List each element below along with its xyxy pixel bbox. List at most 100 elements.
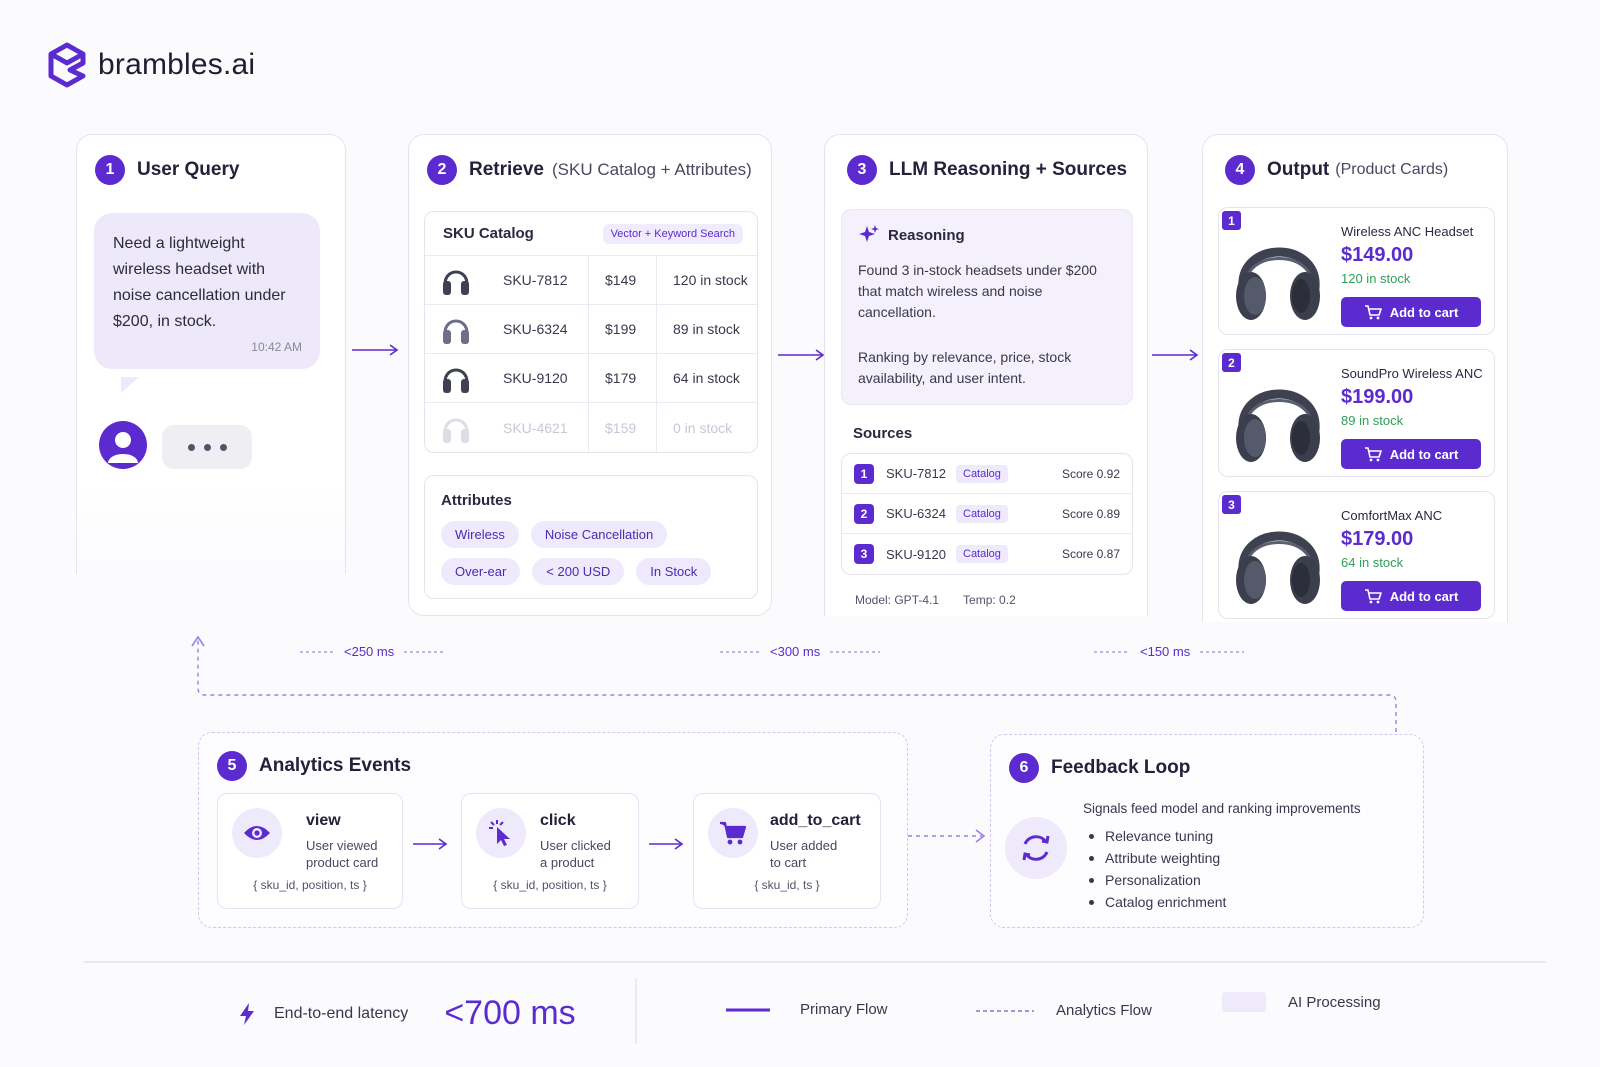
legend-label: AI Processing <box>1288 993 1381 1011</box>
brand-name: brambles.ai <box>98 48 256 81</box>
event-payload: { sku_id, position, ts } <box>493 878 607 892</box>
reasoning-text-2: Ranking by relevance, price, stock avail… <box>858 349 1072 386</box>
user-query-header: 1 User Query <box>95 155 239 185</box>
user-avatar <box>99 421 147 469</box>
feedback-header: 6 Feedback Loop <box>1009 753 1190 783</box>
sku-stock: 120 in stock <box>673 272 748 288</box>
feedback-item: Catalog enrichment <box>1083 891 1226 913</box>
output-header: 4 Output (Product Cards) <box>1225 155 1448 185</box>
headphone-image <box>1236 531 1320 604</box>
sku-table-header: SKU Catalog Vector + Keyword Search <box>425 212 757 256</box>
event-desc: User clicked a product <box>540 838 611 870</box>
legend-ai-processing: AI Processing <box>1222 992 1381 1012</box>
source-rank: 2 <box>854 503 874 524</box>
legend-label: Analytics Flow <box>1056 1002 1152 1019</box>
bubble-tail <box>121 377 139 393</box>
user-message-text: Need a lightweight wireless headset with… <box>113 235 286 330</box>
cart-icon <box>708 808 758 858</box>
product-rank: 2 <box>1222 353 1241 372</box>
sku-stock: 89 in stock <box>673 321 740 337</box>
attributes-box: Attributes Wireless Noise Cancellation Ove… <box>424 475 758 599</box>
latency-summary-label: End-to-end latency <box>274 1004 409 1022</box>
event-payload: { sku_id, ts } <box>754 878 820 892</box>
product-card[interactable]: 1 Wireless ANC Headset $149.00 120 in stock… <box>1218 207 1495 335</box>
source-rank: 1 <box>854 463 874 484</box>
product-card[interactable]: 3 ComfortMax ANC $179.00 64 in stock Add to … <box>1218 491 1495 619</box>
source-score: Score 0.92 <box>1061 466 1120 481</box>
sku-price: $149 <box>589 256 657 304</box>
headphone-icon <box>443 319 469 344</box>
source-score: Score 0.87 <box>1061 547 1120 561</box>
source-score: Score 0.89 <box>1061 506 1120 521</box>
source-sku: SKU-9120 <box>886 546 946 562</box>
product-stock: 120 in stock <box>1341 271 1411 286</box>
product-name: ComfortMax ANC <box>1341 508 1443 523</box>
add-to-cart-button[interactable]: Add to cart <box>1341 581 1481 611</box>
product-card[interactable]: 2 SoundPro Wireless ANC $199.00 89 in stock… <box>1218 349 1495 477</box>
feedback-item: Relevance tuning <box>1083 825 1226 847</box>
product-rank: 3 <box>1222 495 1241 514</box>
headphone-icon <box>443 270 469 295</box>
cart-icon <box>1364 305 1382 320</box>
sku-price: $179 <box>589 354 657 402</box>
flow-arrow <box>778 349 825 361</box>
latency-reasoning: <300 ms <box>770 644 821 659</box>
analytics-header: 5 Analytics Events <box>217 751 411 781</box>
sku-id: SKU-4621 <box>487 403 589 452</box>
headphone-image <box>1236 389 1320 462</box>
sku-price: $159 <box>589 403 657 452</box>
flow-arrow <box>352 344 399 356</box>
cart-icon <box>1364 447 1382 462</box>
brand: brambles.ai <box>48 42 255 88</box>
legend-primary-flow: Primary Flow <box>726 1001 888 1018</box>
add-to-cart-label: Add to cart <box>1389 446 1459 462</box>
user-icon <box>108 432 138 463</box>
sku-row: SKU-7812 $149 120 in stock <box>425 256 757 305</box>
event-desc: User added to cart <box>770 838 838 870</box>
product-stock: 89 in stock <box>1341 413 1404 428</box>
attribute-chip: Noise Cancellation <box>530 521 668 548</box>
sku-row: SKU-9120 $179 64 in stock <box>425 354 757 403</box>
add-to-cart-button[interactable]: Add to cart <box>1341 439 1481 469</box>
step-title: Feedback Loop <box>1051 757 1191 778</box>
model-name: Model: GPT-4.1 <box>855 593 940 607</box>
cursor-click-icon <box>476 808 526 858</box>
latency-label: <150 ms <box>1094 644 1245 659</box>
sku-catalog-table: SKU Catalog Vector + Keyword Search SKU-… <box>424 211 758 453</box>
output-card: 4 Output (Product Cards) 1 Wireless ANC H… <box>1202 134 1508 622</box>
feedback-intro: Signals feed model and ranking improveme… <box>1083 801 1361 816</box>
sku-row: SKU-4621 $159 0 in stock <box>425 403 757 452</box>
sources-title: Sources <box>853 425 913 442</box>
analytics-events-box: 5 Analytics Events view User viewed produ… <box>198 732 908 928</box>
attribute-chip: Over-ear <box>441 558 521 585</box>
event-payload: { sku_id, position, ts } <box>253 878 367 892</box>
event-view: view User viewed product card { sku_id, p… <box>217 793 403 909</box>
headphone-icon <box>443 418 469 443</box>
attribute-chips: Wireless Noise Cancellation Over-ear < 200 … <box>441 521 741 585</box>
model-meta: Model: GPT-4.1 Temp: 0.2 <box>855 593 1016 607</box>
step-title: Analytics Events <box>259 755 412 776</box>
attribute-chip: In Stock <box>636 558 712 585</box>
source-sku: SKU-6324 <box>886 506 946 521</box>
step-title: Retrieve <box>469 159 544 180</box>
sku-price: $199 <box>589 305 657 353</box>
retrieve-card: 2 Retrieve (SKU Catalog + Attributes) SK… <box>408 134 772 616</box>
latency-label: <250 ms <box>300 644 445 659</box>
source-tag: Catalog <box>956 504 1008 523</box>
sku-id: SKU-6324 <box>487 305 589 353</box>
sku-table-title: SKU Catalog <box>443 225 534 242</box>
flow-arrow <box>649 838 684 850</box>
search-mode-chip: Vector + Keyword Search <box>602 223 743 244</box>
retrieve-header: 2 Retrieve (SKU Catalog + Attributes) <box>427 155 752 185</box>
add-to-cart-button[interactable]: Add to cart <box>1341 297 1481 327</box>
flow-arrow <box>413 838 448 850</box>
legend-label: Primary Flow <box>800 1001 888 1018</box>
latency-output: <150 ms <box>1140 644 1191 659</box>
add-to-cart-label: Add to cart <box>1389 304 1459 320</box>
latency-retrieve: <250 ms <box>344 644 395 659</box>
sku-stock: 64 in stock <box>673 370 740 386</box>
legend-analytics-flow: Analytics Flow <box>976 1002 1152 1019</box>
typing-indicator <box>162 425 252 469</box>
latency-summary-value: <700 ms <box>444 994 576 1032</box>
headphone-icon <box>443 368 469 393</box>
